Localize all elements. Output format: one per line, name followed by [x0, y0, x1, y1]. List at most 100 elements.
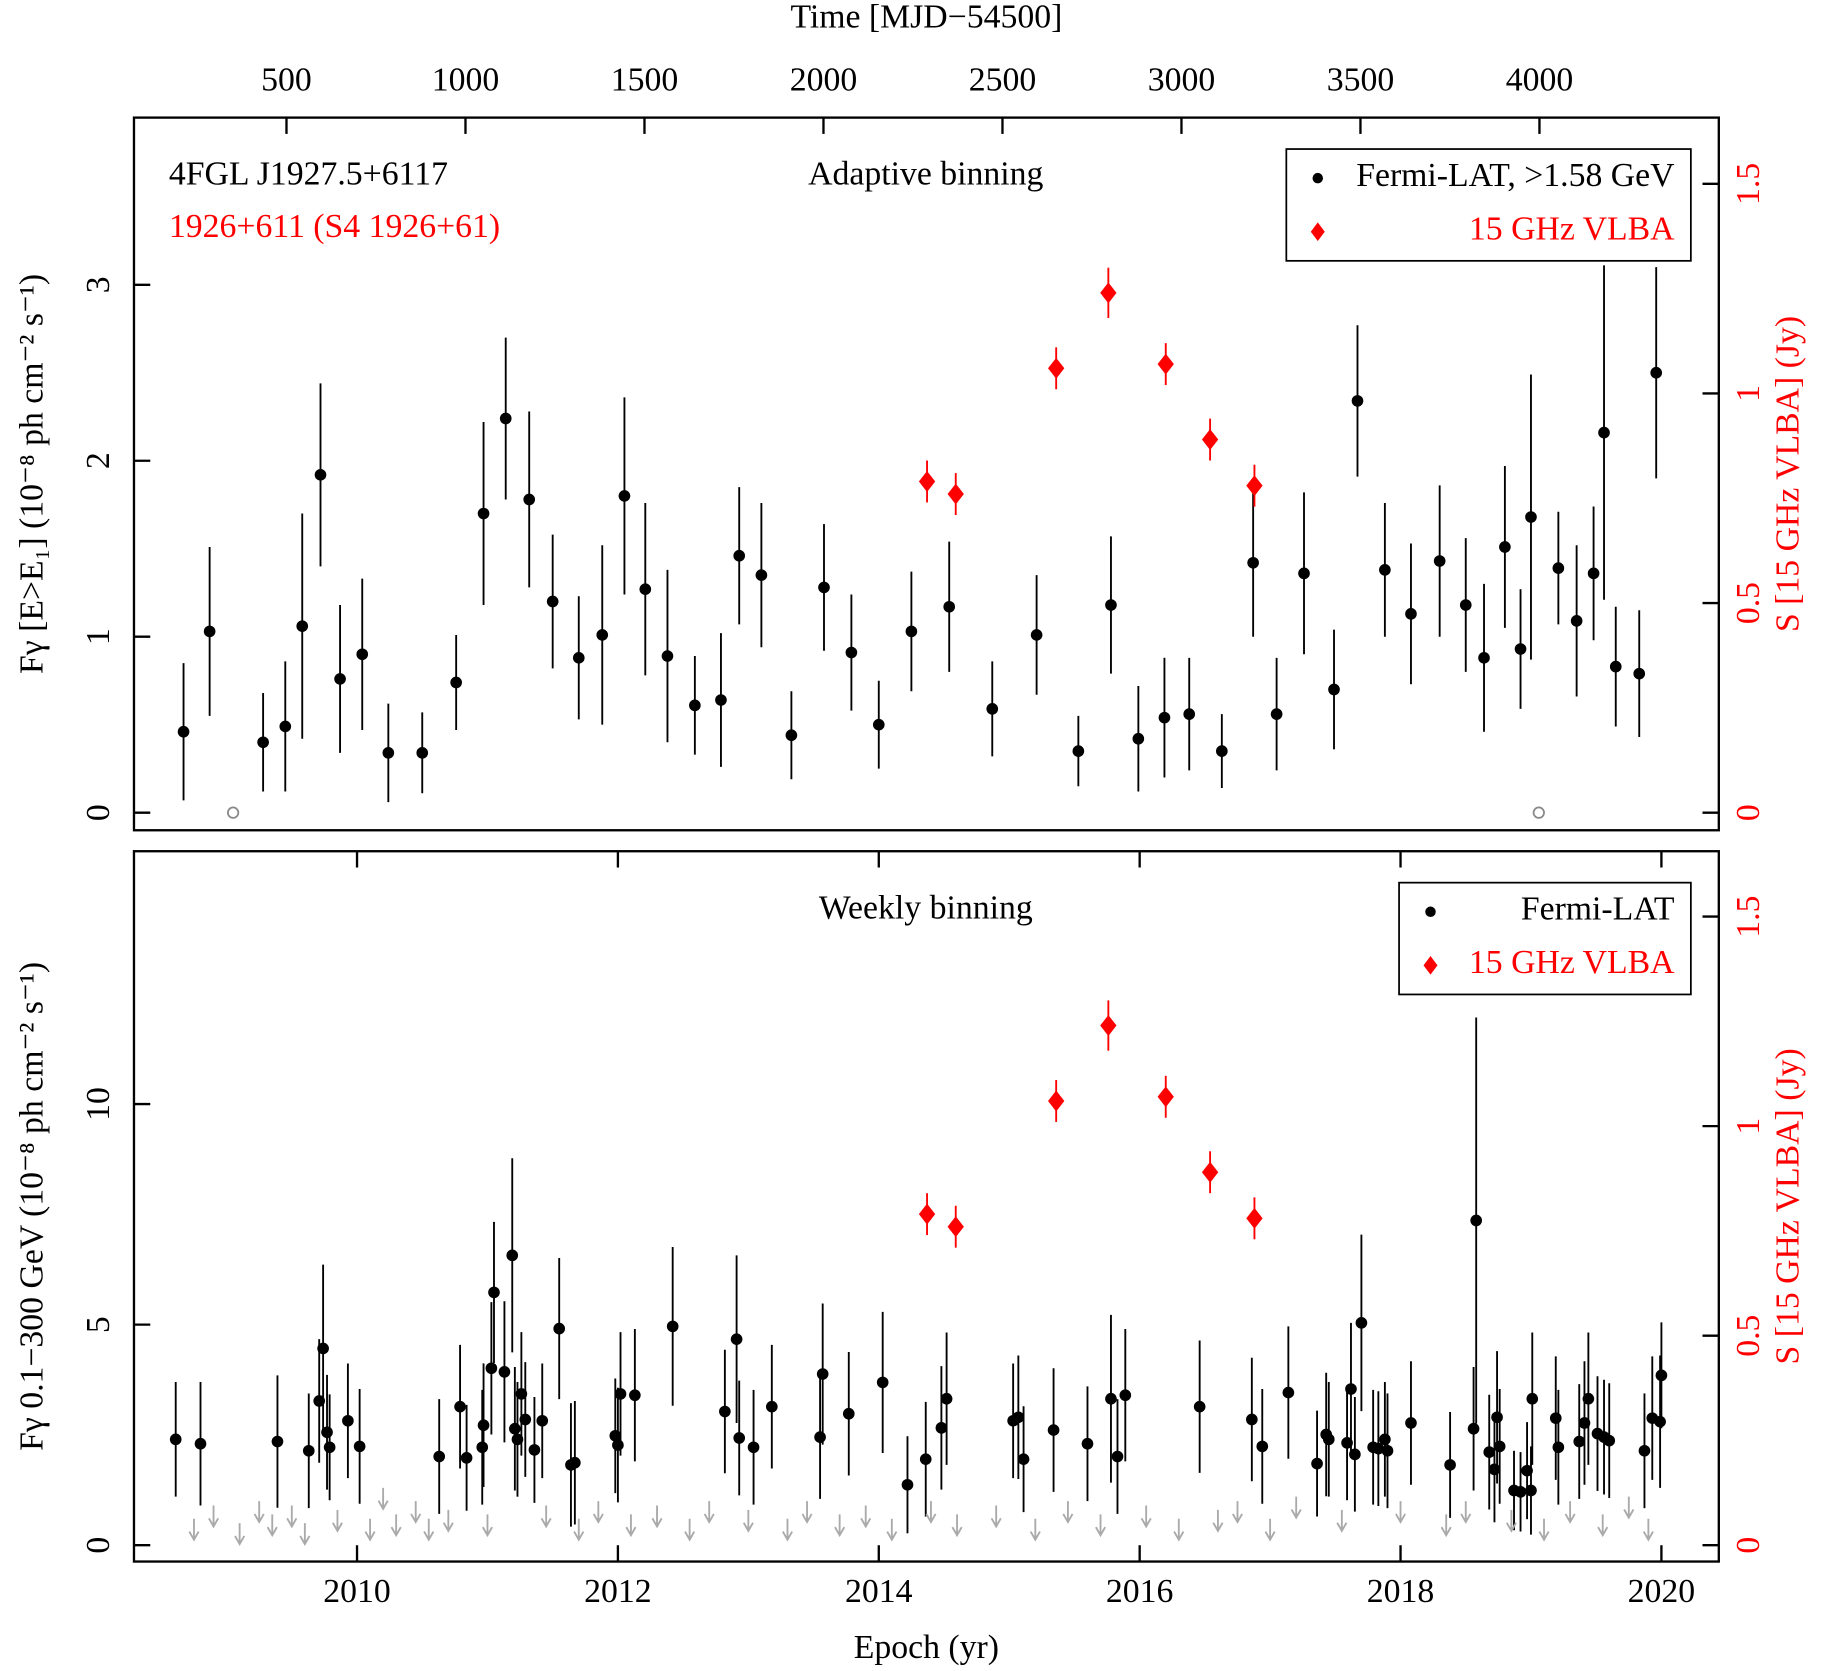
- x-tick-label: 2016: [1106, 1573, 1174, 1610]
- upper-limit: [1460, 1501, 1472, 1524]
- y-tick-label: 2: [80, 452, 117, 469]
- data-point: [553, 1322, 566, 1335]
- upper-limit: [253, 1501, 265, 1524]
- upper-limit: [1336, 1509, 1348, 1533]
- legend-label: Fermi-LAT: [1521, 891, 1675, 928]
- data-point: [1282, 1386, 1295, 1399]
- data-point: [317, 1342, 329, 1355]
- data-point: [876, 1376, 889, 1389]
- data-point: [1048, 1090, 1065, 1112]
- data-point: [572, 651, 585, 664]
- upper-limit: [651, 1505, 663, 1529]
- data-point: [477, 507, 490, 520]
- upper-limit: [1062, 1501, 1074, 1524]
- data-point: [1201, 429, 1219, 451]
- upper-limit: [834, 1514, 846, 1538]
- data-point: [818, 581, 830, 594]
- data-point: [1012, 1411, 1025, 1424]
- data-point: [1525, 1484, 1537, 1497]
- y2-tick-label: 1.5: [1730, 896, 1767, 938]
- data-point: [1158, 711, 1171, 724]
- data-point: [1111, 1450, 1124, 1463]
- data-point: [177, 725, 190, 738]
- data-point: [509, 1422, 521, 1435]
- upper-limit: [860, 1505, 872, 1529]
- upper-limit: [625, 1514, 637, 1538]
- data-point: [356, 648, 369, 661]
- data-point: [1345, 1383, 1357, 1395]
- data-point: [1328, 683, 1340, 696]
- data-point: [1587, 567, 1600, 580]
- data-point: [1047, 1424, 1060, 1436]
- data-point: [1655, 1369, 1668, 1382]
- data-point: [1444, 1459, 1456, 1471]
- data-point: [313, 1395, 326, 1407]
- data-point: [1549, 1412, 1562, 1424]
- y2-tick-label: 0.5: [1730, 582, 1767, 624]
- data-point: [1598, 426, 1610, 439]
- upper-limit: [299, 1523, 311, 1546]
- upper-limit: [742, 1509, 754, 1533]
- data-point: [1081, 1437, 1094, 1450]
- data-point: [203, 625, 216, 638]
- legend-box: [1285, 148, 1692, 262]
- upper-limit: [377, 1487, 389, 1511]
- data-point: [334, 673, 346, 685]
- data-point: [1100, 1015, 1117, 1037]
- upper-limit: [925, 1501, 937, 1524]
- data-point: [661, 650, 674, 662]
- data-point: [918, 1203, 936, 1225]
- x2-tick-label: 4000: [1506, 61, 1574, 98]
- data-point: [416, 747, 429, 759]
- data-point: [666, 1320, 679, 1333]
- data-point: [755, 569, 768, 581]
- data-point: [382, 747, 395, 759]
- data-point: [194, 1437, 207, 1450]
- upper-limit: [286, 1505, 298, 1529]
- data-point: [523, 493, 536, 506]
- data-point: [1379, 1433, 1391, 1446]
- legend-marker: [1423, 956, 1438, 975]
- upper-limit: [442, 1509, 454, 1533]
- upper-limit: [1212, 1509, 1224, 1533]
- upper-limit: [1290, 1496, 1302, 1520]
- data-point: [1514, 1486, 1527, 1498]
- data-point: [1654, 1415, 1666, 1428]
- data-point: [1488, 1463, 1501, 1476]
- x2-tick-label: 500: [261, 61, 312, 98]
- data-point: [1246, 475, 1263, 497]
- data-point: [1470, 1214, 1483, 1227]
- data-point: [612, 1439, 624, 1451]
- panel-title: Weekly binning: [819, 889, 1033, 926]
- data-point: [1514, 643, 1527, 655]
- upper-limit: [573, 1518, 585, 1542]
- data-point: [943, 600, 956, 613]
- upper-limit: [1642, 1518, 1654, 1542]
- y2-tick-label: 0.5: [1730, 1315, 1767, 1357]
- data-point: [1532, 806, 1545, 819]
- x2-tick-label: 3000: [1148, 61, 1215, 98]
- data-point: [629, 1389, 641, 1402]
- data-point: [528, 1444, 541, 1456]
- plot-frame: [132, 116, 1720, 832]
- data-point: [1246, 1207, 1263, 1229]
- data-point: [1552, 1441, 1565, 1454]
- data-point: [342, 1414, 354, 1427]
- data-point: [1247, 556, 1259, 569]
- data-point: [1633, 667, 1646, 680]
- upper-limit: [1029, 1518, 1041, 1542]
- upper-limit: [1173, 1518, 1185, 1542]
- y-tick-label: 3: [80, 276, 117, 293]
- plot-frame: [132, 850, 1720, 1563]
- data-point: [1201, 1161, 1219, 1183]
- data-point: [1311, 1457, 1323, 1470]
- legend-label: 15 GHz VLBA: [1469, 210, 1675, 247]
- data-point: [226, 806, 240, 819]
- upper-limit: [234, 1523, 246, 1546]
- data-point: [1650, 366, 1663, 379]
- upper-limit: [1597, 1514, 1609, 1538]
- y-axis-label: Fγ 0.1−300 GeV (10⁻⁸ ph cm⁻² s⁻¹): [14, 962, 51, 1451]
- data-point: [1570, 615, 1583, 627]
- data-point: [747, 1441, 760, 1454]
- data-point: [689, 699, 701, 712]
